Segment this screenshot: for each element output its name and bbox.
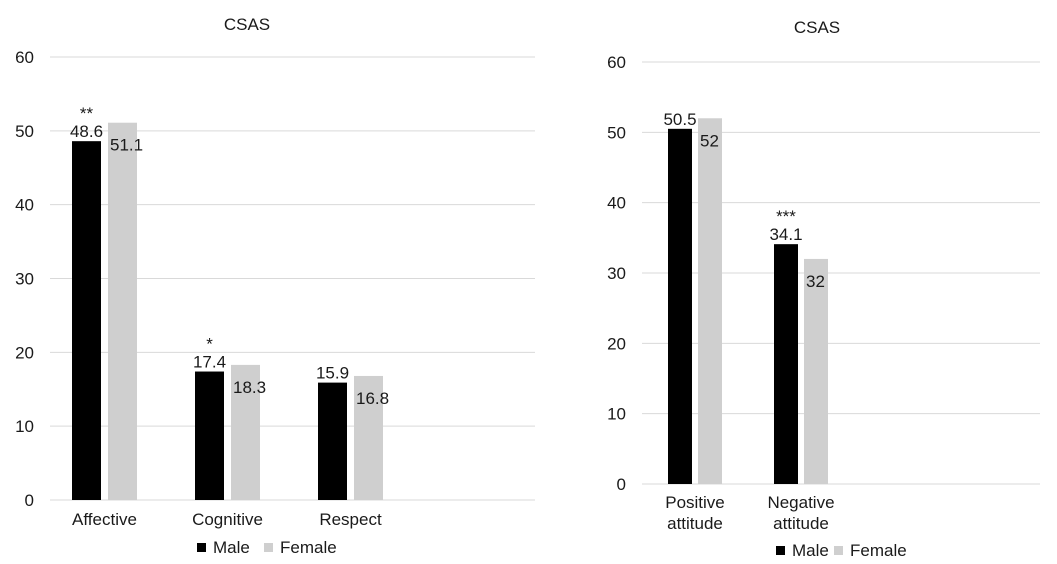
y-tick-label: 60 bbox=[15, 48, 34, 67]
legend-swatch-female bbox=[264, 543, 273, 552]
legend-swatch-male bbox=[776, 546, 785, 555]
legend-label-male: Male bbox=[792, 541, 829, 560]
data-label-male: 15.9 bbox=[316, 364, 349, 383]
data-label-female: 32 bbox=[806, 272, 825, 291]
chart-csas-attitudes: CSAS 0 10 20 30 40 50 60 50.552 Positive attitude 3… bbox=[607, 18, 1040, 560]
y-tick-label: 20 bbox=[15, 343, 34, 362]
x-category-label: attitude bbox=[773, 514, 829, 533]
y-tick-label: 30 bbox=[607, 264, 626, 283]
y-tick-label: 60 bbox=[607, 53, 626, 72]
data-label-female: 16.8 bbox=[356, 389, 389, 408]
bar-female bbox=[231, 364, 260, 500]
x-category-label: Negative bbox=[767, 493, 834, 512]
data-label-male: 48.6 bbox=[70, 122, 103, 141]
chart-csas-dimensions: CSAS 0 10 20 30 40 50 60 48.6 51.1 ** Affective 17.4… bbox=[15, 15, 535, 557]
y-tick-label: 50 bbox=[607, 123, 626, 142]
chart-title: CSAS bbox=[224, 15, 270, 34]
x-category-label: Positive bbox=[665, 493, 725, 512]
legend-label-female: Female bbox=[850, 541, 907, 560]
y-tick-label: 10 bbox=[15, 417, 34, 436]
y-tick-label: 0 bbox=[25, 491, 34, 510]
bar-female bbox=[108, 122, 137, 500]
data-label-male: 17.4 bbox=[193, 353, 226, 372]
x-category-label: Cognitive bbox=[192, 510, 263, 529]
bar-female bbox=[698, 118, 722, 485]
data-label-female: 18.3 bbox=[233, 378, 266, 397]
bar-male bbox=[774, 244, 798, 484]
significance-marker: * bbox=[206, 335, 213, 354]
x-category-label: attitude bbox=[667, 514, 723, 533]
x-category-label: Affective bbox=[72, 510, 137, 529]
bar-male bbox=[195, 371, 224, 500]
y-tick-label: 0 bbox=[617, 475, 626, 494]
chart-title: CSAS bbox=[794, 18, 840, 37]
y-tick-label: 30 bbox=[15, 270, 34, 289]
x-category-label: Respect bbox=[319, 510, 382, 529]
significance-marker: *** bbox=[776, 207, 796, 226]
data-label-male: 34.1 bbox=[769, 225, 802, 244]
bar-male bbox=[318, 382, 347, 500]
data-label-male: 50.5 bbox=[663, 110, 696, 129]
y-tick-label: 20 bbox=[607, 334, 626, 353]
legend-swatch-female bbox=[834, 546, 843, 555]
bar-male bbox=[668, 128, 692, 485]
significance-marker: ** bbox=[80, 104, 94, 123]
y-tick-label: 50 bbox=[15, 122, 34, 141]
legend-label-male: Male bbox=[213, 538, 250, 557]
y-tick-label: 40 bbox=[607, 194, 626, 213]
bar-male bbox=[72, 141, 101, 501]
bar-female bbox=[354, 375, 383, 500]
legend-swatch-male bbox=[197, 543, 206, 552]
data-label-female: 52 bbox=[700, 131, 719, 150]
data-label-female: 51.1 bbox=[110, 136, 143, 155]
y-tick-label: 10 bbox=[607, 405, 626, 424]
bar-female bbox=[804, 258, 828, 484]
y-tick-label: 40 bbox=[15, 196, 34, 215]
legend-label-female: Female bbox=[280, 538, 337, 557]
